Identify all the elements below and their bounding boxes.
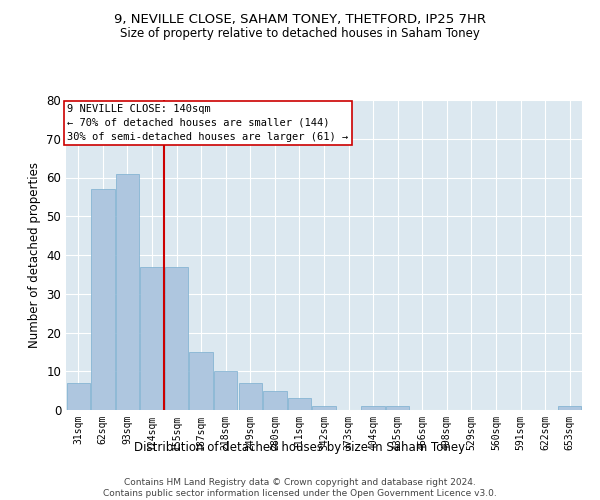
Bar — [190, 352, 213, 410]
Bar — [116, 174, 139, 410]
Text: Contains public sector information licensed under the Open Government Licence v3: Contains public sector information licen… — [103, 490, 497, 498]
Bar — [558, 406, 581, 410]
Text: Size of property relative to detached houses in Saham Toney: Size of property relative to detached ho… — [120, 28, 480, 40]
Bar — [165, 266, 188, 410]
Text: 9 NEVILLE CLOSE: 140sqm
← 70% of detached houses are smaller (144)
30% of semi-d: 9 NEVILLE CLOSE: 140sqm ← 70% of detache… — [67, 104, 349, 142]
Bar — [214, 371, 238, 410]
Bar — [263, 390, 287, 410]
Bar — [239, 383, 262, 410]
Bar — [91, 189, 115, 410]
Y-axis label: Number of detached properties: Number of detached properties — [28, 162, 41, 348]
Bar — [67, 383, 90, 410]
Text: Distribution of detached houses by size in Saham Toney: Distribution of detached houses by size … — [134, 441, 466, 454]
Text: Contains HM Land Registry data © Crown copyright and database right 2024.: Contains HM Land Registry data © Crown c… — [124, 478, 476, 487]
Text: 9, NEVILLE CLOSE, SAHAM TONEY, THETFORD, IP25 7HR: 9, NEVILLE CLOSE, SAHAM TONEY, THETFORD,… — [114, 12, 486, 26]
Bar — [386, 406, 409, 410]
Bar — [313, 406, 335, 410]
Bar — [288, 398, 311, 410]
Bar — [361, 406, 385, 410]
Bar — [140, 266, 164, 410]
